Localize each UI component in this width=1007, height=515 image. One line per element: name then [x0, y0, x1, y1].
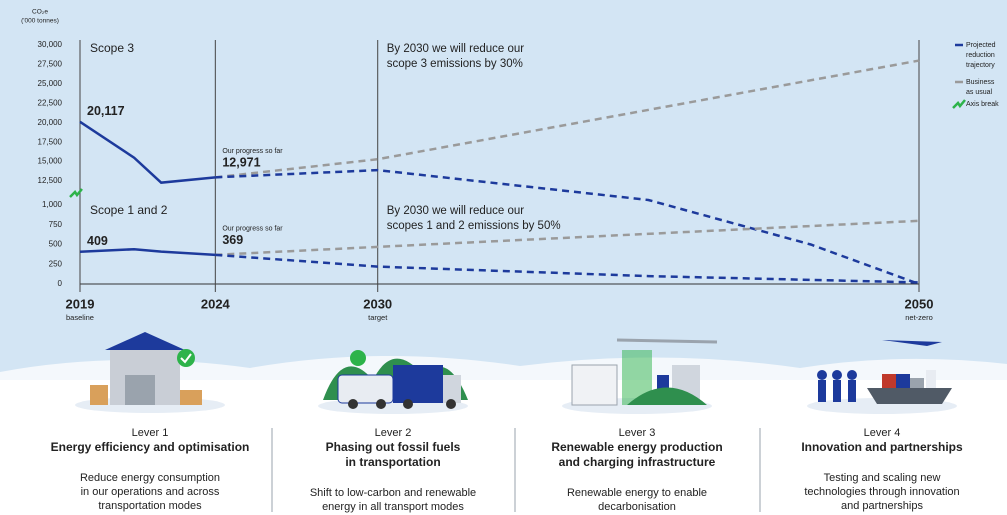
lever-description: Renewable energy to enable	[567, 487, 707, 499]
y-tick-label: 750	[49, 220, 63, 229]
y-tick-label: 500	[49, 240, 63, 249]
y-axis-label: CO₂e	[32, 9, 48, 16]
legend-label: trajectory	[966, 62, 995, 69]
group-note: By 2030 we will reduce our	[387, 205, 525, 217]
x-tick-label: 2019	[66, 296, 95, 311]
lever-description: technologies through innovation	[804, 486, 959, 498]
value-label: 12,971	[222, 156, 260, 170]
lever-description: decarbonisation	[598, 501, 676, 513]
lever-description: energy in all transport modes	[322, 501, 464, 513]
y-axis-label: ('000 tonnes)	[21, 18, 59, 25]
value-label: 409	[87, 234, 108, 248]
lever-number: Lever 3	[619, 427, 656, 439]
progress-label: Our progress so far	[222, 226, 283, 233]
lever-number: Lever 4	[864, 427, 901, 439]
lever-title: and charging infrastructure	[559, 455, 716, 469]
y-tick-label: 15,000	[38, 157, 63, 166]
y-tick-label: 22,500	[38, 98, 63, 107]
lever-title: Phasing out fossil fuels	[326, 440, 461, 454]
lever-description: Reduce energy consumption	[80, 472, 220, 484]
y-tick-label: 30,000	[38, 40, 63, 49]
legend-label: Axis break	[966, 101, 999, 108]
progress-label: Our progress so far	[222, 148, 283, 155]
x-tick-note: net-zero	[905, 313, 933, 322]
group-note: scopes 1 and 2 emissions by 50%	[387, 220, 561, 232]
lever-title: Innovation and partnerships	[801, 440, 963, 454]
y-tick-label: 27,500	[38, 60, 63, 69]
legend-label: Business	[966, 79, 995, 86]
y-tick-label: 0	[58, 279, 63, 288]
legend-label: as usual	[966, 89, 993, 96]
lever-title: in transportation	[345, 455, 440, 469]
sky-background	[0, 0, 1007, 380]
y-tick-label: 12,500	[38, 176, 63, 185]
legend-label: Projected	[966, 42, 996, 49]
group-name: Scope 3	[90, 41, 134, 55]
lever-description: and partnerships	[841, 500, 923, 512]
y-tick-label: 250	[49, 259, 63, 268]
value-label: 369	[222, 233, 243, 247]
x-tick-label: 2024	[201, 296, 231, 311]
lever-description: transportation modes	[98, 500, 202, 512]
value-label: 20,117	[87, 104, 125, 118]
group-name: Scope 1 and 2	[90, 203, 168, 217]
infographic: CO₂e ('000 tonnes) 0 250 500 750 1,000 12,500 15…	[0, 0, 1007, 515]
y-tick-label: 17,500	[38, 137, 63, 146]
lever-title: Energy efficiency and optimisation	[51, 440, 250, 454]
lever-description: Testing and scaling new	[824, 472, 941, 484]
x-tick-label: 2030	[363, 296, 392, 311]
lever-title: Renewable energy production	[551, 440, 722, 454]
x-tick-label: 2050	[905, 296, 934, 311]
y-tick-label: 20,000	[38, 118, 63, 127]
lever-description: Shift to low-carbon and renewable	[310, 487, 476, 499]
x-tick-note: target	[368, 313, 388, 322]
lever-number: Lever 2	[375, 427, 412, 439]
legend-label: reduction	[966, 52, 995, 59]
group-note: scope 3 emissions by 30%	[387, 58, 523, 70]
lever-description: in our operations and across	[81, 486, 220, 498]
y-tick-label: 1,000	[42, 200, 63, 209]
lever-number: Lever 1	[132, 427, 169, 439]
x-tick-note: baseline	[66, 313, 94, 322]
group-note: By 2030 we will reduce our	[387, 43, 525, 55]
y-tick-label: 25,000	[38, 79, 63, 88]
